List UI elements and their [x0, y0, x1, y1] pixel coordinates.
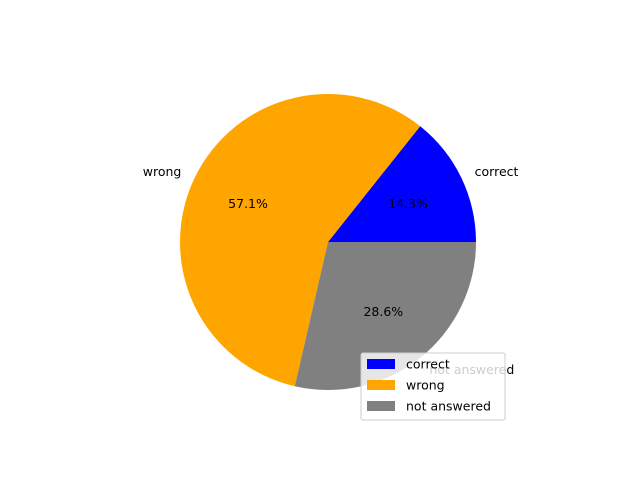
legend-swatch-correct — [367, 359, 395, 369]
legend-label-correct: correct — [406, 357, 450, 372]
slice-percent-correct: 14.3% — [388, 196, 428, 211]
slice-label-correct: correct — [475, 164, 519, 179]
legend-label-not-answered: not answered — [406, 399, 491, 414]
slice-percent-wrong: 57.1% — [228, 196, 268, 211]
slice-label-wrong: wrong — [143, 164, 182, 179]
slice-percent-not-answered: 28.6% — [363, 304, 403, 319]
pie-slice-wrong — [180, 94, 421, 387]
legend-swatch-not-answered — [367, 401, 395, 411]
pie-slice-correct — [328, 126, 476, 242]
legend-swatch-wrong — [367, 380, 395, 390]
legend-label-wrong: wrong — [406, 378, 445, 393]
legend-box — [360, 352, 506, 421]
pie-slices — [180, 94, 477, 390]
pie-percent-labels: 14.3% 57.1% 28.6% — [228, 196, 428, 319]
legend: correct wrong not answered — [360, 352, 506, 421]
pie-slice-not-answered — [294, 242, 477, 390]
